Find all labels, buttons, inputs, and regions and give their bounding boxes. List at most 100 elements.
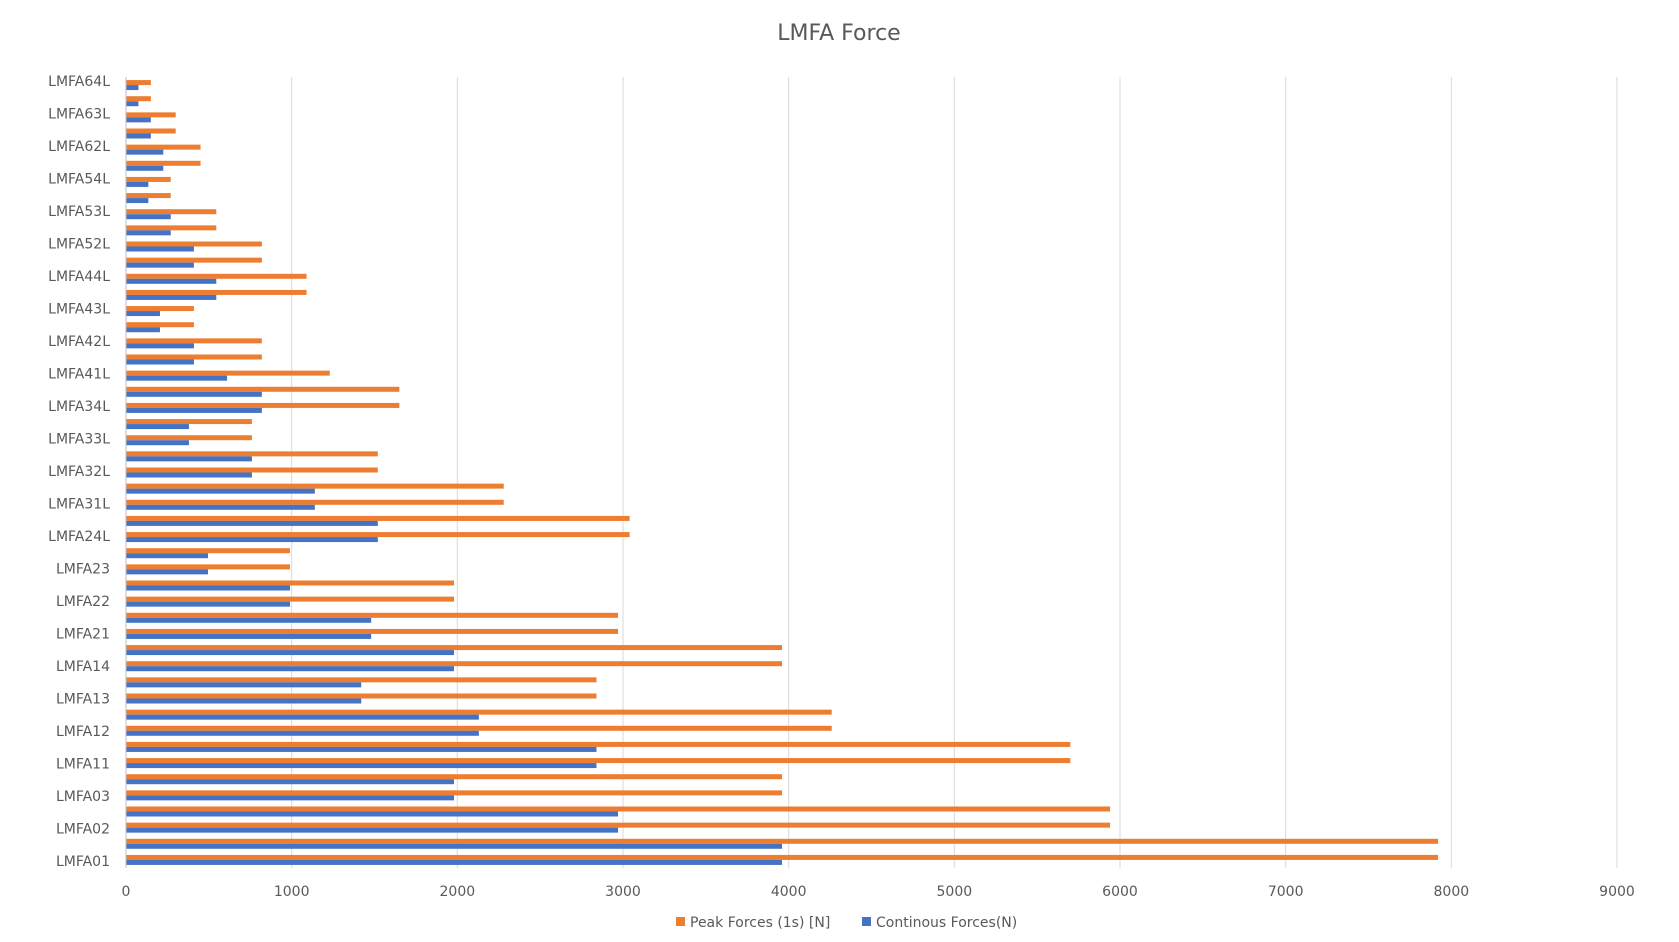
y-tick-label: LMFA41L	[48, 367, 110, 383]
continuous-force-bar	[126, 569, 208, 575]
continuous-force-bar	[126, 520, 378, 526]
peak-force-bar	[126, 209, 217, 215]
peak-force-bar	[126, 499, 504, 505]
peak-force-bar	[126, 709, 832, 715]
continuous-force-bar	[126, 278, 217, 284]
continuous-force-bar	[126, 553, 208, 559]
continuous-force-bar	[126, 827, 619, 833]
continuous-force-bar	[126, 698, 362, 704]
y-tick-label: LMFA03	[56, 789, 110, 805]
peak-force-bar	[126, 241, 262, 247]
continuous-force-bar	[126, 843, 783, 849]
peak-force-bar	[126, 645, 783, 651]
y-tick-label: LMFA13	[56, 692, 110, 708]
peak-force-bar	[126, 225, 217, 231]
x-tick-label-8000: 8000	[1434, 884, 1470, 900]
continuous-force-bar	[126, 214, 171, 220]
continuous-force-bar	[126, 440, 189, 446]
continuous-force-bar	[126, 456, 252, 462]
y-tick-label: LMFA34L	[48, 399, 110, 415]
continuous-force-bar	[126, 504, 315, 510]
continuous-force-bar	[126, 795, 455, 801]
continuous-force-bar	[126, 811, 619, 817]
continuous-force-bar	[126, 198, 149, 204]
continuous-force-bar	[126, 633, 372, 639]
continuous-force-bar	[126, 311, 160, 317]
peak-force-bar	[126, 612, 619, 618]
y-tick-label: LMFA64L	[48, 74, 110, 90]
peak-force-bar	[126, 483, 504, 489]
peak-force-bar	[126, 628, 619, 634]
peak-force-bar	[126, 370, 330, 376]
y-tick-label: LMFA63L	[48, 107, 110, 123]
continuous-force-bar	[126, 537, 378, 543]
peak-force-bar	[126, 144, 201, 150]
y-tick-label: LMFA14	[56, 659, 110, 675]
continuous-force-bar	[126, 165, 164, 171]
peak-force-bar	[126, 580, 455, 586]
peak-force-bar	[126, 854, 1439, 860]
continuous-force-bar	[126, 424, 189, 430]
legend-label-peak: Peak Forces (1s) [N]	[690, 915, 830, 931]
continuous-force-bar	[126, 617, 372, 623]
peak-force-bar	[126, 774, 783, 780]
x-tick-label-0: 0	[122, 884, 131, 900]
continuous-force-bar	[126, 585, 291, 591]
peak-force-bar	[126, 402, 400, 408]
peak-force-bar	[126, 532, 630, 538]
legend: Peak Forces (1s) [N] Continous Forces(N)	[676, 915, 1017, 931]
peak-force-bar	[126, 790, 783, 796]
y-tick-label: LMFA33L	[48, 432, 110, 448]
peak-force-bar	[126, 741, 1071, 747]
legend-label-continuous: Continous Forces(N)	[876, 915, 1017, 931]
peak-force-bar	[126, 806, 1111, 812]
x-tick-label-1000: 1000	[274, 884, 310, 900]
peak-force-bar	[126, 257, 262, 263]
peak-force-bar	[126, 273, 307, 279]
peak-force-bar	[126, 548, 291, 554]
continuous-force-bar	[126, 746, 597, 752]
continuous-force-bar	[126, 246, 194, 252]
peak-force-bar	[126, 838, 1439, 844]
continuous-force-bar	[126, 601, 291, 607]
peak-force-bar	[126, 693, 597, 699]
bars	[126, 80, 1439, 865]
y-tick-label: LMFA21	[56, 627, 110, 643]
y-tick-label: LMFA62L	[48, 139, 110, 155]
continuous-force-bar	[126, 230, 171, 236]
continuous-force-bar	[126, 730, 479, 736]
y-tick-label: LMFA22	[56, 594, 110, 610]
peak-force-bar	[126, 96, 151, 102]
y-tick-label: LMFA11	[56, 757, 110, 773]
continuous-force-bar	[126, 666, 455, 672]
peak-force-bar	[126, 112, 176, 118]
continuous-force-bar	[126, 133, 151, 139]
y-tick-label: LMFA01	[56, 854, 110, 870]
x-tick-label-9000: 9000	[1599, 884, 1635, 900]
x-tick-label-7000: 7000	[1268, 884, 1304, 900]
peak-force-bar	[126, 193, 171, 199]
x-tick-label-4000: 4000	[771, 884, 807, 900]
y-tick-label: LMFA54L	[48, 172, 110, 188]
peak-force-bar	[126, 515, 630, 521]
continuous-force-bar	[126, 488, 315, 494]
peak-force-bar	[126, 564, 291, 570]
x-tick-label-6000: 6000	[1102, 884, 1138, 900]
peak-force-bar	[126, 354, 262, 360]
peak-force-bar	[126, 758, 1071, 764]
y-tick-label: LMFA24L	[48, 529, 110, 545]
peak-force-bar	[126, 338, 262, 344]
peak-force-bar	[126, 306, 194, 312]
continuous-force-bar	[126, 779, 455, 785]
y-tick-label: LMFA23	[56, 562, 110, 578]
peak-force-bar	[126, 322, 194, 328]
peak-force-bar	[126, 725, 832, 731]
continuous-force-bar	[126, 391, 262, 397]
continuous-force-bar	[126, 407, 262, 413]
legend-swatch-continuous	[862, 917, 871, 926]
peak-force-bar	[126, 822, 1111, 828]
continuous-force-bar	[126, 101, 139, 107]
y-tick-label: LMFA31L	[48, 497, 110, 513]
y-tick-label: LMFA42L	[48, 334, 110, 350]
